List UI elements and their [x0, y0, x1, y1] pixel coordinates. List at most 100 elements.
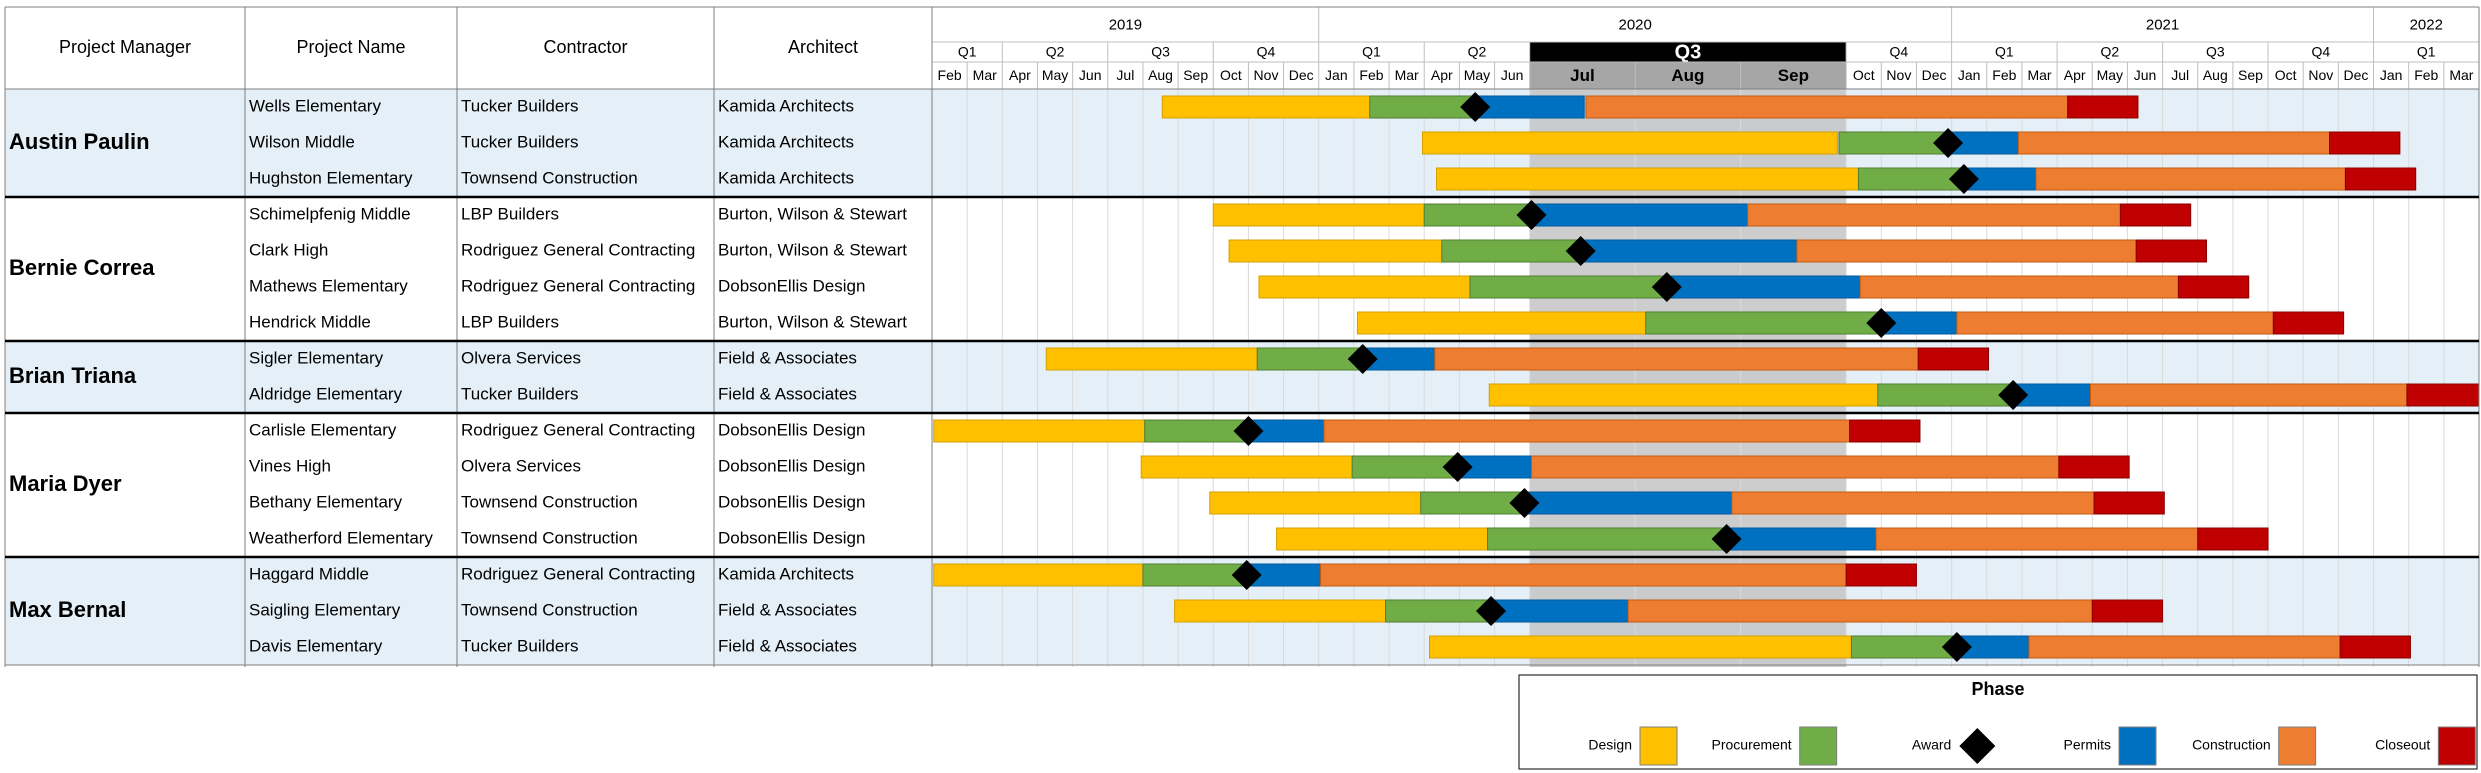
procurement-bar	[1142, 563, 1248, 587]
month-label: Jun	[1079, 67, 1102, 83]
month-label: May	[1464, 67, 1490, 83]
month-label: Nov	[1254, 67, 1279, 83]
month-label: Oct	[1853, 67, 1875, 83]
contractor-name: Rodriguez General Contracting	[461, 420, 695, 439]
contractor-name: LBP Builders	[461, 312, 559, 331]
legend-label: Award	[1912, 737, 1951, 753]
architect-name: Field & Associates	[718, 348, 857, 367]
design-bar	[1174, 599, 1387, 623]
project-name: Hughston Elementary	[249, 168, 413, 187]
design-bar	[1209, 491, 1422, 515]
closeout-bar	[2406, 383, 2480, 407]
quarter-label: Q3	[2206, 44, 2225, 60]
project-name: Wilson Middle	[249, 132, 355, 151]
permits-bar	[1580, 239, 1798, 263]
legend-label: Permits	[2064, 737, 2111, 753]
contractor-name: Olvera Services	[461, 348, 581, 367]
closeout-bar	[2329, 131, 2401, 155]
permits-bar	[1666, 275, 1861, 299]
legend-permits-swatch	[2118, 726, 2157, 766]
permits-bar	[1490, 599, 1629, 623]
month-label: Nov	[2308, 67, 2333, 83]
construction-bar	[1875, 527, 2199, 551]
award-marker	[1460, 92, 1491, 122]
month-highlight	[1635, 62, 1741, 89]
construction-bar	[1320, 563, 1847, 587]
quarter-label: Q2	[1468, 44, 1487, 60]
quarter-label: Q1	[1362, 44, 1381, 60]
column-header-manager: Project Manager	[59, 37, 191, 57]
closeout-bar	[2093, 491, 2165, 515]
procurement-bar	[1441, 239, 1582, 263]
month-label: Jun	[1501, 67, 1524, 83]
architect-name: Field & Associates	[718, 384, 857, 403]
legend-construction-swatch	[2278, 726, 2317, 766]
quarter-label: Q4	[1890, 44, 1909, 60]
project-name: Weatherford Elementary	[249, 528, 433, 547]
project-name: Davis Elementary	[249, 636, 383, 655]
month-label: May	[1042, 67, 1068, 83]
architect-name: Field & Associates	[718, 636, 857, 655]
manager-name: Maria Dyer	[9, 471, 122, 496]
construction-bar	[1731, 491, 2095, 515]
architect-name: Kamida Architects	[718, 132, 854, 151]
column-header-architect: Architect	[788, 37, 858, 57]
legend-label: Design	[1588, 737, 1632, 753]
month-label: Mar	[2449, 67, 2473, 83]
project-name: Vines High	[249, 456, 331, 475]
month-label: Feb	[1359, 67, 1383, 83]
procurement-bar	[1850, 635, 1958, 659]
design-bar	[1429, 635, 1852, 659]
contractor-name: Townsend Construction	[461, 600, 638, 619]
award-marker	[1941, 632, 1972, 662]
contractor-name: Tucker Builders	[461, 636, 578, 655]
procurement-bar	[1645, 311, 1882, 335]
month-label: Jul	[1116, 67, 1134, 83]
month-label: Sep	[2238, 67, 2263, 83]
month-label: Jan	[1958, 67, 1981, 83]
month-label: Jun	[2134, 67, 2157, 83]
closeout-bar	[1849, 419, 1921, 443]
design-bar	[933, 419, 1146, 443]
construction-bar	[1796, 239, 2137, 263]
project-name: Hendrick Middle	[249, 312, 371, 331]
month-highlight	[1740, 62, 1847, 89]
construction-bar	[2017, 131, 2331, 155]
permits-bar	[1726, 527, 1877, 551]
project-name: Clark High	[249, 240, 328, 259]
project-name: Bethany Elementary	[249, 492, 403, 511]
design-bar	[1436, 167, 1859, 191]
quarter-label: Q1	[2417, 44, 2436, 60]
year-label: 2020	[1618, 16, 1651, 33]
closeout-bar	[2091, 599, 2164, 623]
month-label: Oct	[2275, 67, 2297, 83]
quarter-highlight	[1529, 42, 1847, 62]
award-marker	[1231, 560, 1262, 590]
design-bar	[1258, 275, 1471, 299]
month-label: Oct	[1220, 67, 1242, 83]
procurement-bar	[1256, 347, 1364, 371]
closeout-bar	[1845, 563, 1917, 587]
month-label: Jul	[2171, 67, 2189, 83]
month-label: Aug	[2203, 67, 2228, 83]
award-marker	[1442, 452, 1473, 482]
month-label: Jan	[1325, 67, 1348, 83]
legend-label: Closeout	[2375, 737, 2430, 753]
project-name: Sigler Elementary	[249, 348, 384, 367]
contractor-name: Rodriguez General Contracting	[461, 564, 695, 583]
architect-name: DobsonEllis Design	[718, 492, 865, 511]
quarter-label: Q1	[1995, 44, 2014, 60]
manager-name: Bernie Correa	[9, 255, 155, 280]
quarter-label: Q3	[1151, 44, 1170, 60]
construction-bar	[2089, 383, 2408, 407]
closeout-bar	[2344, 167, 2417, 191]
procurement-bar	[1369, 95, 1476, 119]
procurement-bar	[1420, 491, 1525, 515]
award-marker	[1948, 164, 1979, 194]
month-label: Jan	[2380, 67, 2403, 83]
award-marker	[1476, 596, 1507, 626]
legend-label: Procurement	[1712, 737, 1792, 753]
procurement-bar	[1144, 419, 1249, 443]
award-marker	[1347, 344, 1378, 374]
permits-bar	[1530, 203, 1749, 227]
